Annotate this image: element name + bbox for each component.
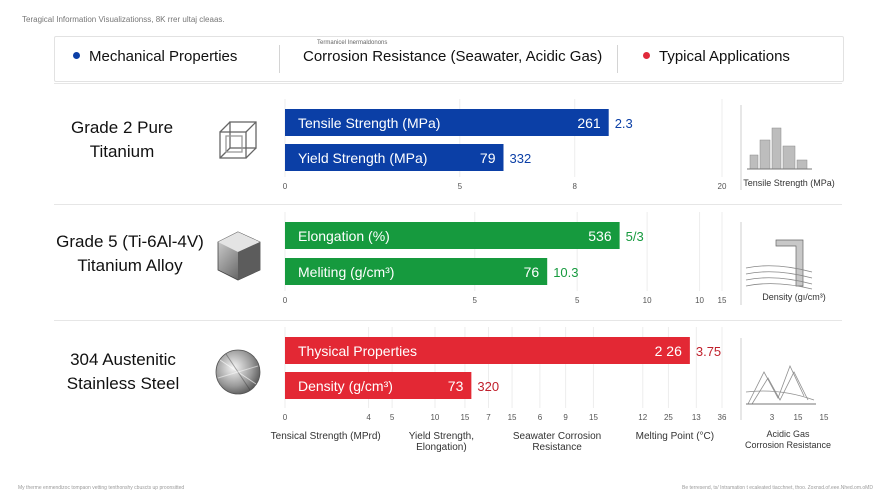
x-axis-label: Tensical Strength (MPrd) (271, 431, 381, 442)
thumbnail-label: Tensile Strength (MPa) (743, 178, 835, 188)
bar (285, 337, 690, 364)
x-tick-label: 0 (283, 182, 288, 191)
solid-cube-icon (217, 231, 261, 281)
x-tick-label: 10 (643, 296, 652, 305)
bar-side-label: 320 (477, 379, 499, 394)
x-tick-label: 5 (390, 413, 395, 422)
bar (285, 144, 504, 171)
header-divider (617, 45, 618, 73)
x-tick-label: 36 (718, 413, 727, 422)
x-tick-label: 15 (508, 413, 517, 422)
bar-value-label: 536 (588, 228, 612, 244)
legend-label-applications: Typical Applications (659, 48, 790, 65)
bar-category-label: Elongation (%) (298, 228, 390, 244)
bar-side-label: 2.3 (615, 116, 633, 131)
wireframe-cube-icon (219, 121, 257, 159)
x-tick-label: 5 (473, 296, 478, 305)
steel-application-thumbnail (740, 338, 816, 420)
bar-category-label: Tensile Strength (MPa) (298, 115, 440, 131)
x-tick-label: 5 (575, 296, 580, 305)
x-tick-label: 10 (430, 413, 439, 422)
x-tick-label: 15 (589, 413, 598, 422)
x-tick-label: 7 (486, 413, 491, 422)
x-tick-label: 4 (366, 413, 371, 422)
x-tick-label: 3 (770, 413, 775, 422)
x-tick-label: 8 (572, 182, 577, 191)
legend-label-corrosion: Corrosion Resistance (Seawater, Acidic G… (303, 48, 603, 65)
page-caption: Teragical Information Visualizationss, 8… (22, 15, 225, 24)
bar-category-label: Thysical Properties (298, 343, 417, 359)
legend-small-caption: Termanicel Inermaldonons (317, 40, 388, 46)
footer-left: My therme enmendizoc tompaon vetting ten… (18, 485, 185, 491)
material-label-grade2: Grade 2 Pure Titanium (52, 116, 192, 164)
bar-side-label: 10.3 (553, 265, 578, 280)
red-dot-icon (643, 52, 650, 59)
x-tick-label: 15 (460, 413, 469, 422)
x-tick-label: 15 (718, 296, 727, 305)
legend-label-mechanical: Mechanical Properties (89, 48, 238, 65)
x-tick-label: 0 (283, 296, 288, 305)
bar-value-label: 79 (480, 150, 496, 166)
row-separator (54, 83, 842, 84)
x-tick-label: 12 (638, 413, 647, 422)
bar-category-label: Density (g/cm³) (298, 378, 393, 394)
x-tick-label: 6 (538, 413, 543, 422)
bar (285, 222, 620, 249)
x-tick-label: 10 (695, 296, 704, 305)
x-tick-label: 15 (820, 413, 829, 422)
grade5-application-thumbnail (740, 222, 813, 305)
bar-category-label: Yield Strength (MPa) (298, 150, 427, 166)
legend-item-mechanical: Mechanical Properties (73, 48, 237, 65)
bar (285, 258, 548, 285)
bar-value-label: 2 26 (655, 343, 682, 359)
bar-category-label: Meliting (g/cm³) (298, 264, 394, 280)
bar-side-label: 3.75 (696, 344, 721, 359)
thumbnail-label: Corrosion Resistance (745, 440, 831, 450)
x-axis-label: Elongation) (416, 442, 467, 453)
bar (285, 109, 609, 136)
thumbnail-label: Density (gı/cm³) (762, 292, 826, 302)
bar-value-label: 73 (448, 378, 464, 394)
material-name-line2: Titanium (89, 142, 155, 161)
x-axis-label: Yield Strength, (409, 431, 474, 442)
material-label-304: 304 Austenitic Stainless Steel (48, 348, 198, 396)
material-name-line2: Stainless Steel (66, 374, 180, 393)
row-separator (54, 204, 842, 205)
material-label-grade5: Grade 5 (Ti-6Al-4V) Titanium Alloy (40, 230, 220, 278)
x-axis-label: Melting Point (°C) (636, 431, 714, 442)
legend-header: Mechanical Properties Termanicel Inermal… (54, 36, 844, 82)
x-tick-label: 25 (664, 413, 673, 422)
row-separator (54, 320, 842, 321)
x-axis-label: Seawater Corrosion (513, 431, 601, 442)
steel-disc-icon (215, 349, 261, 395)
x-axis-label: Resistance (532, 442, 582, 453)
grade2-application-thumbnail (740, 105, 812, 190)
bar (285, 372, 472, 399)
material-name-line1: Grade 2 Pure (70, 118, 174, 137)
material-name-line2: Titanium Alloy (77, 256, 183, 275)
blue-dot-icon (73, 52, 80, 59)
x-tick-label: 13 (692, 413, 701, 422)
bar-value-label: 76 (524, 264, 540, 280)
bar-value-label: 261 (577, 115, 601, 131)
header-divider (279, 45, 280, 73)
bar-side-label: 332 (510, 151, 532, 166)
thumbnail-label: Acidic Gas (766, 429, 810, 439)
x-tick-label: 15 (794, 413, 803, 422)
x-tick-label: 5 (458, 182, 463, 191)
material-name-line1: 304 Austenitic (70, 350, 176, 369)
bar-side-label: 5/3 (626, 229, 644, 244)
x-tick-label: 0 (283, 413, 288, 422)
footer-right: Be terresend, ts/ Intramation t ecaleate… (682, 485, 873, 491)
legend-item-applications: Typical Applications (643, 48, 790, 65)
x-tick-label: 9 (563, 413, 568, 422)
x-tick-label: 20 (718, 182, 727, 191)
material-name-line1: Grade 5 (Ti-6Al-4V) (56, 232, 204, 251)
